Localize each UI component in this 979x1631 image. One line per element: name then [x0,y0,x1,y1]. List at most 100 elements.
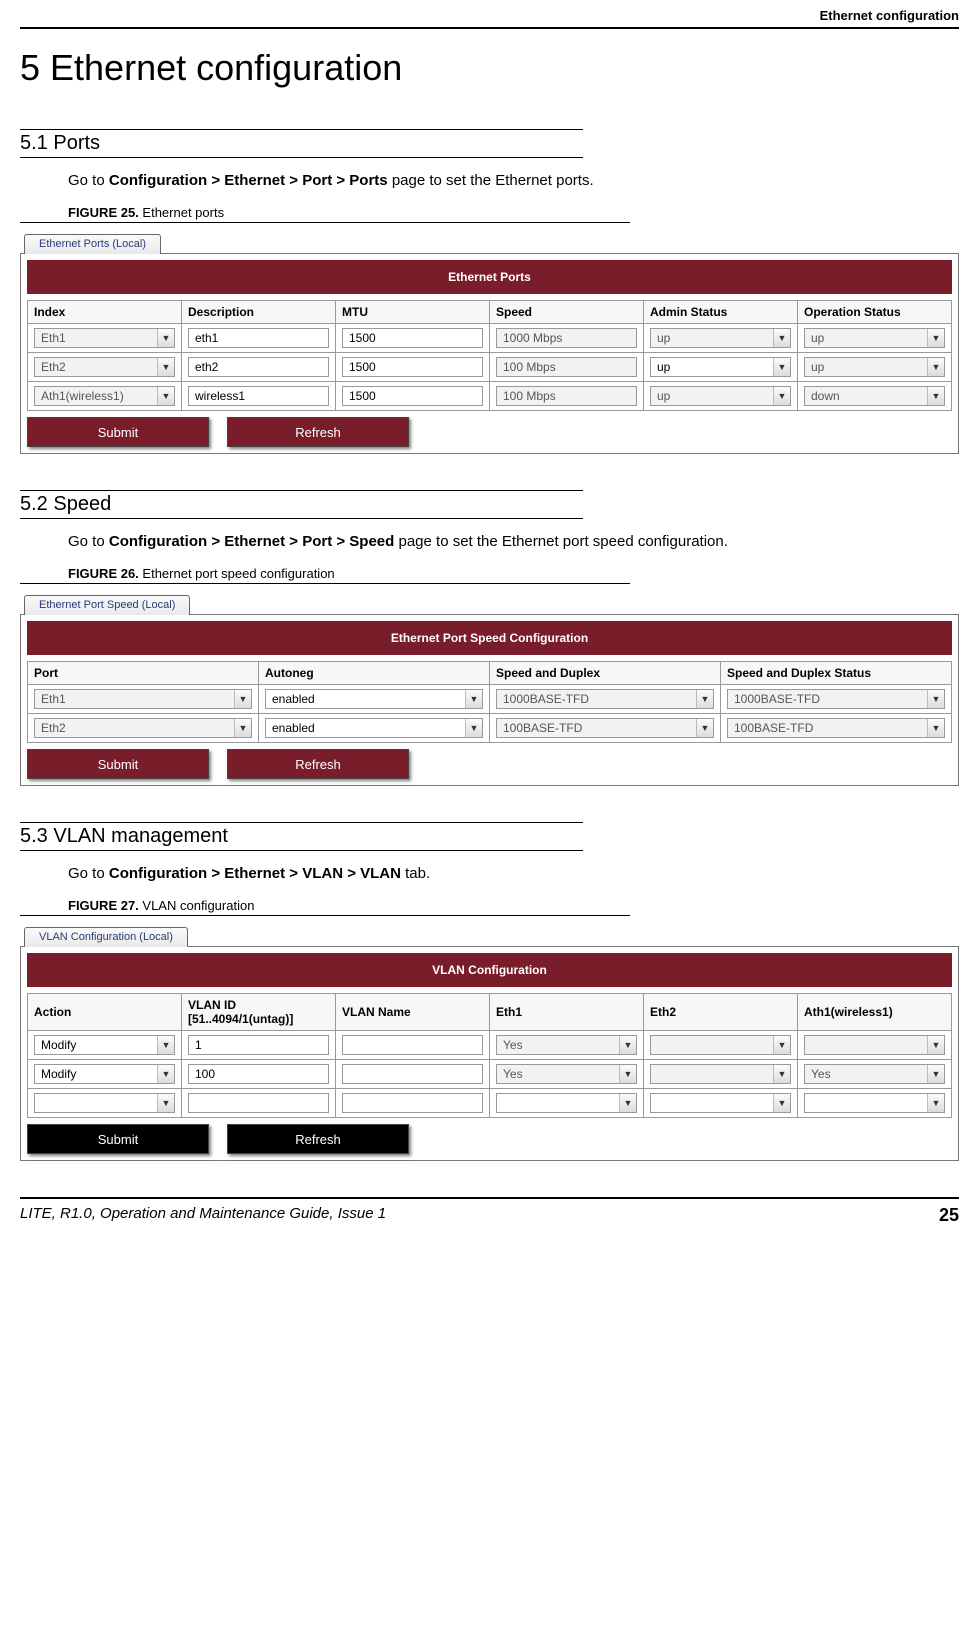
speed-readonly: 1000 Mbps [496,328,637,348]
eth2-select[interactable]: ▼ [650,1093,791,1113]
vlan-id-input[interactable]: 1 [188,1035,329,1055]
column-header: VLAN ID [51..4094/1(untag)] [182,994,336,1031]
chevron-down-icon: ▼ [927,1065,944,1083]
column-header: Admin Status [644,301,798,324]
speed-duplex-status-select: 1000BASE-TFD▼ [727,689,945,709]
mtu-input[interactable]: 1500 [342,328,483,348]
column-header: Ath1(wireless1) [798,994,952,1031]
speed-readonly: 100 Mbps [496,357,637,377]
submit-button[interactable]: Submit [27,417,209,447]
index-select: Eth1▼ [34,328,175,348]
table-row: Ath1(wireless1)▼wireless11500100 Mbpsup▼… [28,382,952,411]
ath1-select[interactable]: ▼ [804,1093,945,1113]
ethernet-speed-screenshot: Ethernet Port Speed (Local) Ethernet Por… [20,594,959,786]
autoneg-select[interactable]: enabled▼ [265,718,483,738]
admin-status-select: up▼ [650,386,791,406]
eth1-select[interactable]: ▼ [496,1093,637,1113]
admin-status-select: up▼ [650,328,791,348]
figure-label: FIGURE 26. [68,566,139,581]
column-header: Index [28,301,182,324]
chevron-down-icon: ▼ [927,387,944,405]
index-select: Eth2▼ [34,357,175,377]
vlan-name-input[interactable] [342,1093,483,1113]
section-heading-ports: 5.1 Ports [20,132,583,158]
vlan-name-input[interactable] [342,1064,483,1084]
panel-title: VLAN Configuration [27,953,952,987]
footer-left: LITE, R1.0, Operation and Maintenance Gu… [20,1205,386,1226]
chevron-down-icon: ▼ [773,387,790,405]
refresh-button[interactable]: Refresh [227,1124,409,1154]
action-select[interactable]: Modify▼ [34,1035,175,1055]
figure-rule [20,222,630,223]
intro-pre: Go to [68,172,109,189]
chevron-down-icon: ▼ [696,719,713,737]
chevron-down-icon: ▼ [773,358,790,376]
vlan-name-input[interactable] [342,1035,483,1055]
intro-bold: Configuration > Ethernet > Port > Speed [109,533,394,550]
column-header: Operation Status [798,301,952,324]
description-input[interactable]: wireless1 [188,386,329,406]
chevron-down-icon: ▼ [157,1094,174,1112]
speed-duplex-select: 100BASE-TFD▼ [496,718,714,738]
refresh-button[interactable]: Refresh [227,417,409,447]
figure-label: FIGURE 25. [68,205,139,220]
chevron-down-icon: ▼ [157,358,174,376]
chevron-down-icon: ▼ [927,358,944,376]
chevron-down-icon: ▼ [927,1094,944,1112]
section-heading-vlan: 5.3 VLAN management [20,825,583,851]
column-header: Speed and Duplex Status [721,662,952,685]
submit-button[interactable]: Submit [27,749,209,779]
section-rule [20,822,583,823]
chevron-down-icon: ▼ [619,1094,636,1112]
mtu-input[interactable]: 1500 [342,357,483,377]
intro-pre: Go to [68,533,109,550]
figure-caption-25: FIGURE 25. Ethernet ports [68,205,959,220]
running-header: Ethernet configuration [20,0,959,29]
ethernet-speed-table: PortAutonegSpeed and DuplexSpeed and Dup… [27,661,952,743]
chevron-down-icon: ▼ [619,1036,636,1054]
chevron-down-icon: ▼ [927,329,944,347]
section-intro-vlan: Go to Configuration > Ethernet > VLAN > … [68,865,959,882]
description-input[interactable]: eth2 [188,357,329,377]
refresh-button[interactable]: Refresh [227,749,409,779]
action-select[interactable]: Modify▼ [34,1064,175,1084]
admin-status-select[interactable]: up▼ [650,357,791,377]
ethernet-ports-table: IndexDescriptionMTUSpeedAdmin StatusOper… [27,300,952,411]
panel-tab[interactable]: Ethernet Ports (Local) [24,234,161,254]
chevron-down-icon: ▼ [157,387,174,405]
panel-tab[interactable]: VLAN Configuration (Local) [24,927,188,947]
chevron-down-icon: ▼ [157,1065,174,1083]
submit-button[interactable]: Submit [27,1124,209,1154]
index-select: Ath1(wireless1)▼ [34,386,175,406]
port-select: Eth2▼ [34,718,252,738]
table-row: Modify▼100Yes▼▼Yes▼ [28,1060,952,1089]
autoneg-select[interactable]: enabled▼ [265,689,483,709]
mtu-input[interactable]: 1500 [342,386,483,406]
chevron-down-icon: ▼ [773,1094,790,1112]
chapter-title: 5 Ethernet configuration [20,47,959,89]
chevron-down-icon: ▼ [927,690,944,708]
chevron-down-icon: ▼ [773,329,790,347]
description-input[interactable]: eth1 [188,328,329,348]
intro-post: tab. [401,865,430,882]
chevron-down-icon: ▼ [157,329,174,347]
table-row: Eth2▼enabled▼100BASE-TFD▼100BASE-TFD▼ [28,714,952,743]
column-header: Eth1 [490,994,644,1031]
figure-label: FIGURE 27. [68,898,139,913]
figure-rule [20,583,630,584]
vlan-id-input[interactable]: 100 [188,1064,329,1084]
vlan-id-input[interactable] [188,1093,329,1113]
speed-duplex-select: 1000BASE-TFD▼ [496,689,714,709]
column-header: Description [182,301,336,324]
eth1-select: Yes▼ [496,1035,637,1055]
figure-text: Ethernet ports [139,205,224,220]
table-row: ▼ ▼ ▼ ▼ [28,1089,952,1118]
table-row: Eth1▼enabled▼1000BASE-TFD▼1000BASE-TFD▼ [28,685,952,714]
eth1-select: Yes▼ [496,1064,637,1084]
intro-pre: Go to [68,865,109,882]
column-header: MTU [336,301,490,324]
table-row: Modify▼1Yes▼▼▼ [28,1031,952,1060]
eth2-select: ▼ [650,1035,791,1055]
action-select[interactable]: ▼ [34,1093,175,1113]
panel-tab[interactable]: Ethernet Port Speed (Local) [24,595,190,615]
